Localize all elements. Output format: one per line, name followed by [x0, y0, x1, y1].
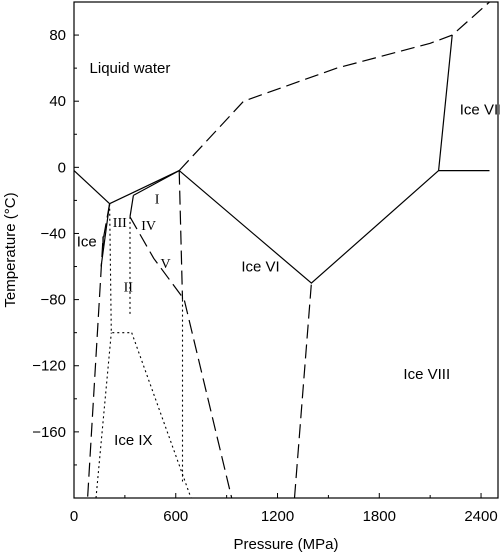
- boundary-line-solid-4: [133, 170, 180, 196]
- boundary-line-dotted-16: [95, 332, 112, 499]
- phase-boundaries: [73, 1, 490, 499]
- region-label-iii: III: [113, 216, 127, 231]
- y-tick-label: −40: [41, 225, 66, 242]
- region-label-ice-vi: Ice VI: [241, 259, 279, 276]
- y-tick-label: −160: [32, 424, 66, 441]
- boundary-line-dashed-11: [178, 170, 184, 300]
- y-tick-label: −80: [41, 292, 66, 309]
- y-tick-label: −120: [32, 358, 66, 375]
- x-tick-label: 2400: [464, 508, 497, 525]
- boundary-line-dashed-8: [178, 1, 490, 172]
- region-label-ice-vii: Ice VII: [460, 101, 500, 118]
- boundary-line-solid-7: [438, 35, 453, 171]
- x-tick-label: 1800: [363, 508, 396, 525]
- y-tick-label: 80: [49, 27, 66, 44]
- region-label-ii: II: [124, 280, 134, 295]
- region-label-ice-viii: Ice VIII: [403, 366, 450, 383]
- boundary-line-dashed-10: [129, 216, 233, 499]
- x-tick-label: 0: [70, 508, 78, 525]
- boundary-line-solid-1: [109, 170, 180, 205]
- boundary-line-dotted-15: [131, 332, 192, 499]
- region-label-ice-i: Ice I: [77, 234, 105, 251]
- x-axis-title: Pressure (MPa): [233, 536, 338, 553]
- region-label-v: V: [161, 257, 171, 272]
- y-axis-title: Temperature (°C): [2, 192, 19, 307]
- boundary-line-solid-5: [178, 170, 439, 284]
- y-axis-ticks: 80 40 0 −40 −80 −120 −160: [32, 1, 79, 466]
- y-tick-label: 40: [49, 93, 66, 110]
- x-axis-ticks: 0 600 1200 1800 2400: [70, 493, 498, 525]
- region-label-ice-ix: Ice IX: [114, 432, 152, 449]
- plot-frame: [73, 1, 499, 499]
- region-label-iv: IV: [141, 219, 156, 234]
- boundary-line-dashed-9: [87, 203, 111, 499]
- boundary-line-solid-0: [73, 170, 111, 205]
- boundary-line-solid-3: [129, 195, 134, 217]
- region-label-i: I: [155, 193, 160, 208]
- x-tick-label: 600: [163, 508, 188, 525]
- boundary-line-dashed-12: [293, 283, 312, 499]
- x-tick-label: 1200: [261, 508, 294, 525]
- region-label-liquid-water: Liquid water: [90, 60, 171, 77]
- y-tick-label: 0: [58, 159, 66, 176]
